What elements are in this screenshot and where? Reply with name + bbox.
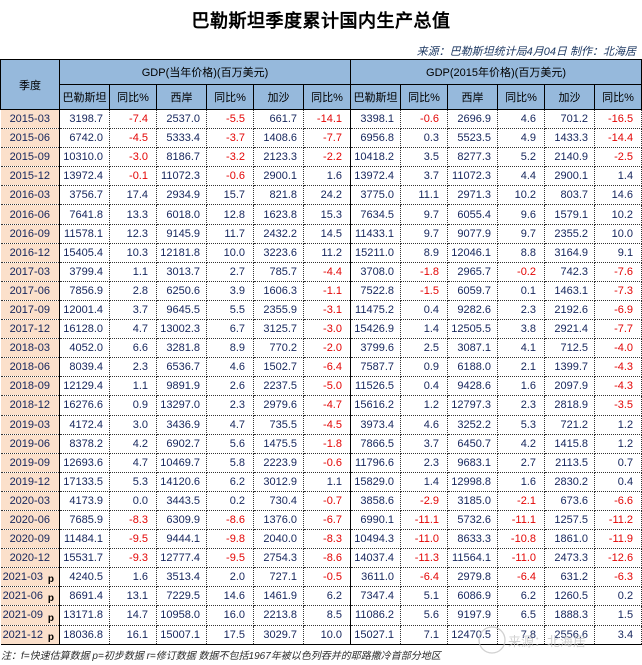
svg-text:来源：北海居: 来源：北海居 [508,634,586,649]
